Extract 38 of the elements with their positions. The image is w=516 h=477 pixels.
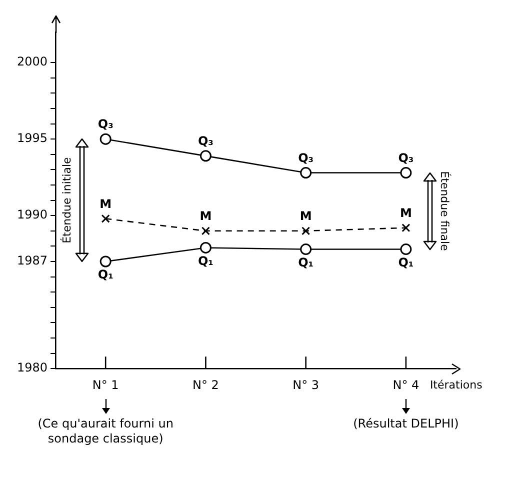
text: Q₃	[398, 150, 414, 165]
point	[300, 167, 312, 179]
text: Q₃	[98, 117, 114, 132]
point	[400, 167, 412, 179]
y-tick-label: 1995	[16, 131, 48, 146]
series-label: Q₃	[198, 134, 214, 148]
point	[200, 150, 212, 162]
y-tick-label: 1980	[16, 360, 48, 375]
x-tick-label: N° 2	[192, 378, 219, 392]
text: Q₁	[298, 255, 314, 270]
point	[302, 226, 310, 236]
x-tick-label: N° 3	[292, 378, 320, 392]
text: (Ce qu'aurait fourni un sondage classique)	[38, 416, 174, 446]
annotation: Étendue finale	[438, 171, 452, 252]
series-label: Q₁	[198, 254, 214, 268]
point	[101, 214, 110, 223]
point	[400, 244, 412, 256]
point	[300, 244, 312, 256]
text: (Résultat DELPHI)	[353, 416, 459, 431]
x-axis-title: Itérations	[430, 378, 483, 392]
point	[200, 242, 212, 254]
text: M	[400, 206, 412, 220]
text: M	[300, 209, 312, 224]
text: Q₁	[98, 268, 114, 282]
point	[100, 256, 112, 268]
series-label: M	[100, 196, 112, 211]
point	[402, 224, 410, 232]
text: Q₁	[398, 255, 414, 270]
x-tick-label: N° 1	[92, 378, 119, 392]
text: M	[200, 209, 212, 224]
point	[201, 226, 210, 236]
point	[100, 133, 112, 145]
y-tick-label: 1987	[16, 254, 48, 268]
annotation: Étendue initiale	[59, 156, 74, 244]
text: Q₃	[298, 150, 314, 165]
x-tick-label: N° 4	[392, 378, 420, 392]
y-tick-label: 1990	[16, 208, 48, 222]
y-tick-label: 2000	[16, 54, 48, 69]
